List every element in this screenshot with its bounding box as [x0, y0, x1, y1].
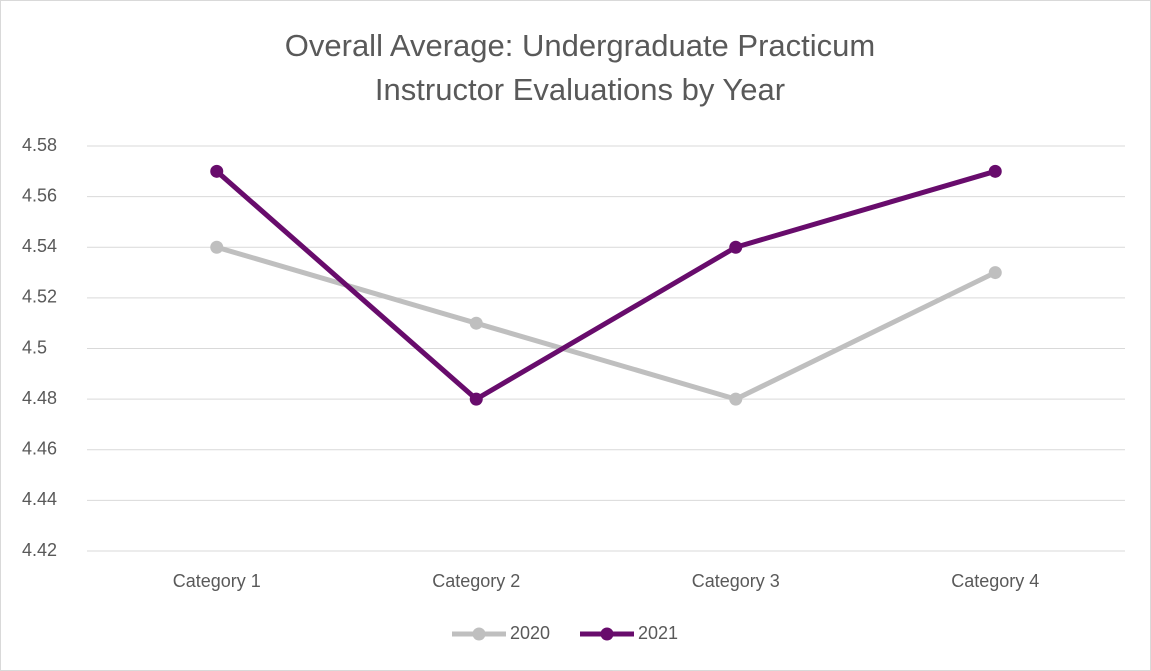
y-tick-label: 4.56: [22, 185, 57, 205]
series-line: [215, 168, 996, 402]
data-point: [210, 164, 224, 178]
legend-marker: [472, 627, 486, 641]
y-tick-label: 4.5: [22, 337, 47, 357]
chart-title: Overall Average: Undergraduate Practicum: [285, 28, 875, 63]
y-tick-label: 4.44: [22, 489, 57, 509]
data-point: [729, 240, 743, 254]
x-tick-label: Category 4: [951, 571, 1039, 591]
x-tick-label: Category 3: [692, 571, 780, 591]
data-point: [210, 240, 224, 254]
data-point: [988, 266, 1002, 280]
legend-marker: [600, 627, 614, 641]
x-tick-label: Category 1: [173, 571, 261, 591]
data-point: [469, 316, 483, 330]
y-tick-label: 4.42: [22, 540, 57, 560]
legend-label: 2021: [638, 623, 678, 643]
y-tick-label: 4.52: [22, 287, 57, 307]
data-point: [729, 392, 743, 406]
y-tick-label: 4.48: [22, 388, 57, 408]
x-tick-label: Category 2: [432, 571, 520, 591]
y-tick-label: 4.58: [22, 135, 57, 155]
legend-label: 2020: [510, 623, 550, 643]
y-tick-label: 4.46: [22, 439, 57, 459]
data-point: [469, 392, 483, 406]
chart-title: Instructor Evaluations by Year: [375, 72, 785, 107]
y-tick-label: 4.54: [22, 236, 57, 256]
data-point: [988, 164, 1002, 178]
